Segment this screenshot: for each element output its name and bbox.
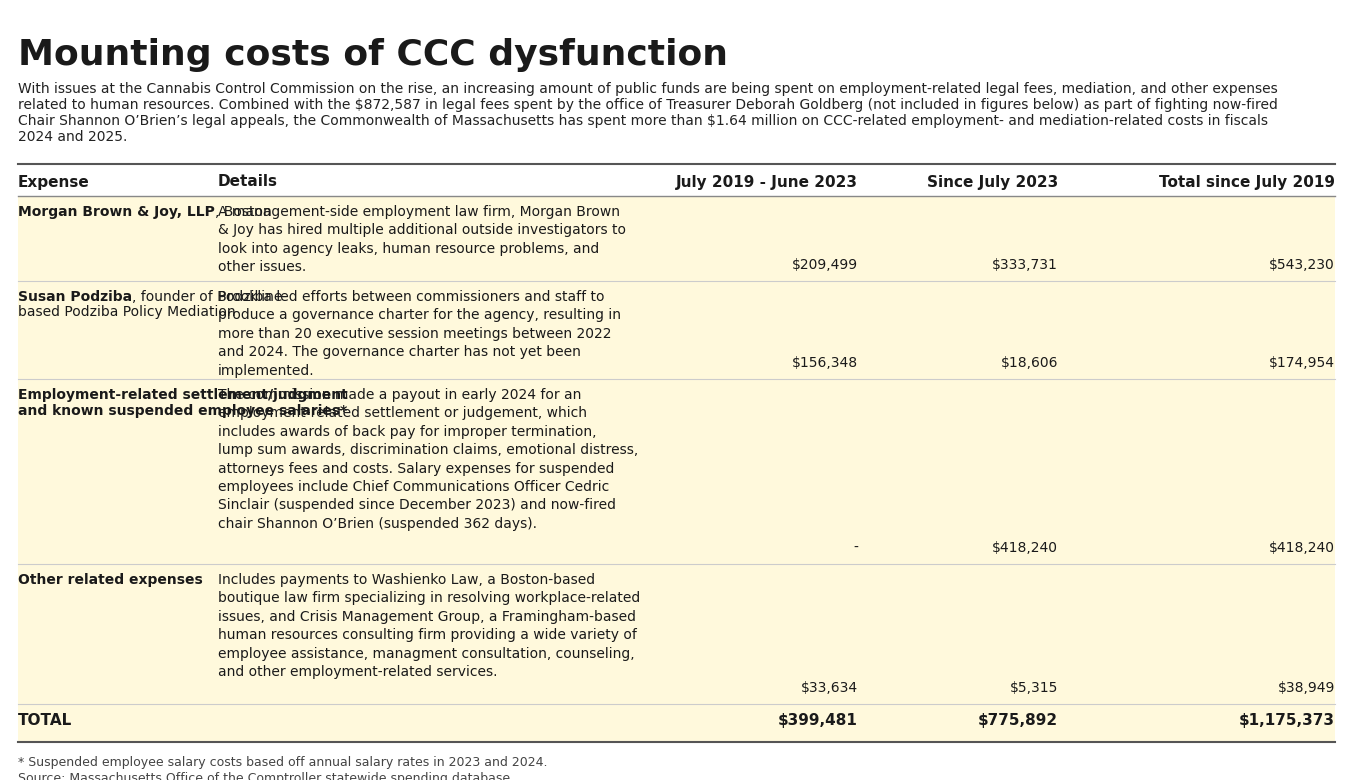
Text: $418,240: $418,240	[992, 541, 1058, 555]
Text: A management-side employment law firm, Morgan Brown
& Joy has hired multiple add: A management-side employment law firm, M…	[217, 205, 626, 275]
Bar	[18, 164, 1335, 742]
Text: $399,481: $399,481	[778, 713, 859, 728]
Text: $333,731: $333,731	[992, 258, 1058, 272]
Text: Total since July 2019: Total since July 2019	[1160, 175, 1335, 190]
Text: , founder of Brookline-: , founder of Brookline-	[132, 290, 288, 304]
Text: Mounting costs of CCC dysfunction: Mounting costs of CCC dysfunction	[18, 38, 728, 72]
Text: $33,634: $33,634	[801, 681, 859, 695]
Text: Details: Details	[217, 175, 278, 190]
Text: $156,348: $156,348	[792, 356, 859, 370]
Text: Includes payments to Washienko Law, a Boston-based
boutique law firm specializin: Includes payments to Washienko Law, a Bo…	[217, 573, 640, 679]
Text: July 2019 - June 2023: July 2019 - June 2023	[676, 175, 859, 190]
Text: $418,240: $418,240	[1269, 541, 1335, 555]
Text: $5,315: $5,315	[1010, 681, 1058, 695]
Text: Podziba led efforts between commissioners and staff to
produce a governance char: Podziba led efforts between commissioner…	[217, 290, 621, 378]
Text: TOTAL: TOTAL	[18, 713, 73, 728]
Text: related to human resources. Combined with the $872,587 in legal fees spent by th: related to human resources. Combined wit…	[18, 98, 1278, 112]
Text: * Suspended employee salary costs based off annual salary rates in 2023 and 2024: * Suspended employee salary costs based …	[18, 756, 548, 769]
Text: $775,892: $775,892	[977, 713, 1058, 728]
Text: Since July 2023: Since July 2023	[926, 175, 1058, 190]
Text: $174,954: $174,954	[1269, 356, 1335, 370]
Bar	[18, 164, 1335, 196]
Text: Other related expenses: Other related expenses	[18, 573, 202, 587]
Text: $209,499: $209,499	[792, 258, 859, 272]
Text: $38,949: $38,949	[1277, 681, 1335, 695]
Text: 2024 and 2025.: 2024 and 2025.	[18, 130, 127, 144]
Text: Chair Shannon O’Brien’s legal appeals, the Commonwealth of Massachusetts has spe: Chair Shannon O’Brien’s legal appeals, t…	[18, 114, 1268, 128]
Text: Susan Podziba: Susan Podziba	[18, 290, 132, 304]
Text: The commission made a payout in early 2024 for an
employment-related settlement : The commission made a payout in early 20…	[217, 388, 639, 531]
Text: -: -	[853, 541, 859, 555]
Text: Morgan Brown & Joy, LLP: Morgan Brown & Joy, LLP	[18, 205, 215, 219]
Text: With issues at the Cannabis Control Commission on the rise, an increasing amount: With issues at the Cannabis Control Comm…	[18, 82, 1277, 96]
Text: Expense: Expense	[18, 175, 89, 190]
Text: $18,606: $18,606	[1000, 356, 1058, 370]
Text: Employment-related settlement/judgment
and known suspended employee salaries*: Employment-related settlement/judgment a…	[18, 388, 348, 418]
Text: Source: Massachusetts Office of the Comptroller statewide spending database: Source: Massachusetts Office of the Comp…	[18, 772, 510, 780]
Text: $1,175,373: $1,175,373	[1239, 713, 1335, 728]
Text: $543,230: $543,230	[1269, 258, 1335, 272]
Text: , Boston: , Boston	[215, 205, 271, 219]
Text: based Podziba Policy Mediation: based Podziba Policy Mediation	[18, 305, 236, 319]
